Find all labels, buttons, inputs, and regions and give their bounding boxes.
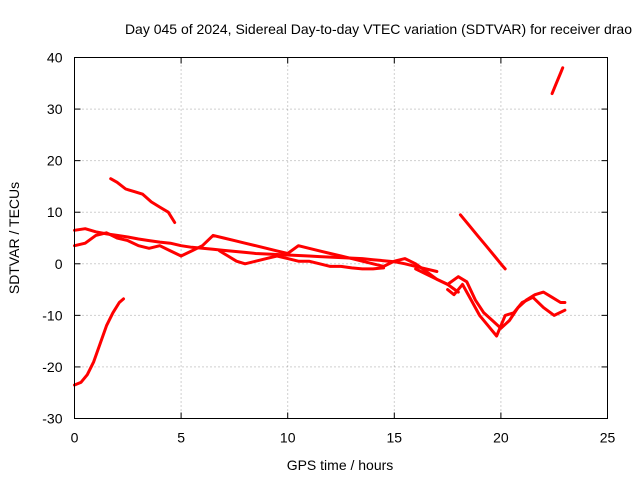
series-arc-high-decline <box>109 177 177 224</box>
y-tick-label: 40 <box>47 50 63 66</box>
series-layer <box>73 66 567 387</box>
series-arc-late-dip-2 <box>446 282 567 338</box>
series-arc-steep-end <box>550 66 565 96</box>
y-tick-label: 20 <box>47 153 63 169</box>
y-tick-label: 10 <box>47 204 63 220</box>
plot-frame <box>74 57 608 419</box>
y-tick-label: -10 <box>42 307 62 323</box>
y-tick-label: -20 <box>42 359 62 375</box>
x-tick-label: 15 <box>387 430 403 446</box>
series-arc-main-a <box>73 227 439 273</box>
grid-layer <box>74 57 608 419</box>
series-arc-rise-early <box>73 297 125 387</box>
x-axis-title: GPS time / hours <box>287 457 394 473</box>
x-tick-label: 5 <box>177 430 185 446</box>
x-tick-label: 25 <box>600 430 616 446</box>
series-arc-main-c <box>218 249 386 271</box>
y-tick-label: 0 <box>55 256 63 272</box>
y-tick-label: 30 <box>47 101 63 117</box>
x-tick-label: 20 <box>493 430 509 446</box>
series-arc-main-b <box>73 231 460 294</box>
series-arc-decline-late <box>458 213 507 271</box>
series-arc-late-dip <box>414 267 567 330</box>
y-axis-title: SDTVAR / TECUs <box>6 182 22 294</box>
x-tick-label: 10 <box>280 430 296 446</box>
chart-title: Day 045 of 2024, Sidereal Day-to-day VTE… <box>125 21 632 37</box>
x-tick-label: 0 <box>71 430 79 446</box>
tick-layer: 0 5 10 15 20 25 -30 -20 -10 0 10 20 30 40 <box>42 50 615 446</box>
y-tick-label: -30 <box>42 411 62 427</box>
